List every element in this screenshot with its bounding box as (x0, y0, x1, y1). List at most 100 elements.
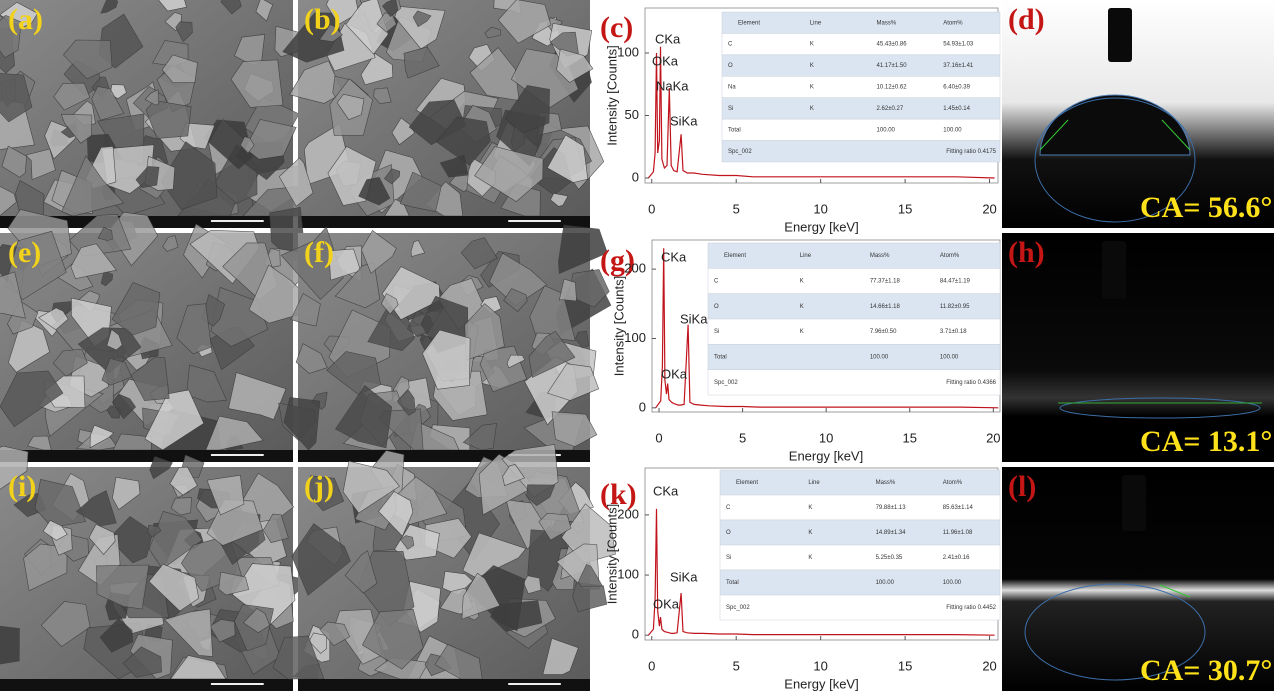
table-cell: 45.43±0.86 (877, 42, 908, 48)
sem-grain (272, 635, 325, 680)
sem-grain (295, 343, 328, 374)
table-cell: K (810, 63, 814, 69)
sem-grain (218, 571, 250, 596)
table-cell: Spc_002 (714, 380, 738, 386)
peak-label: CKa (661, 249, 687, 264)
panel-label: (j) (304, 470, 334, 503)
table-cell: K (800, 304, 804, 310)
table-cell: Total (726, 580, 739, 586)
sem-grain (523, 575, 542, 595)
sem-grain (290, 293, 321, 327)
table-cell: Spc_002 (726, 605, 750, 611)
sem-grain (528, 330, 576, 378)
x-tick-label: 10 (813, 201, 827, 216)
sem-grain (361, 608, 424, 670)
sem-grain (382, 0, 399, 18)
x-tick-label: 0 (655, 430, 662, 445)
sem-grain (550, 192, 569, 207)
table-cell: 77.37±1.18 (870, 279, 901, 285)
contact-angle-image: CA= 30.7° (1002, 467, 1274, 691)
table-row (719, 469, 1001, 496)
sem-grain (0, 186, 17, 217)
sem-grain (91, 86, 125, 121)
table-cell: 10.12±0.62 (877, 85, 908, 91)
x-tick-label: 20 (982, 658, 996, 673)
x-tick-label: 15 (898, 658, 912, 673)
droplet-outline (1059, 397, 1261, 419)
sem-image (0, 206, 320, 462)
y-tick-label: 100 (617, 566, 639, 581)
sem-grain (262, 513, 289, 543)
x-axis-label: Energy [keV] (789, 448, 863, 463)
sem-grain (319, 621, 351, 647)
x-tick-label: 0 (648, 658, 655, 673)
table-cell: 79.88±1.13 (876, 505, 907, 511)
table-cell: Si (728, 106, 733, 112)
table-cell: 2.62±0.27 (877, 106, 904, 112)
sem-grain (461, 572, 501, 620)
table-row (719, 594, 1001, 621)
table-cell: 14.66±1.18 (870, 304, 901, 310)
sem-grain (484, 26, 502, 39)
sem-grain (170, 497, 192, 516)
peak-label: OKa (653, 596, 680, 611)
sem-grain (403, 46, 440, 79)
sem-grain (122, 646, 162, 678)
peak-label: SiKa (670, 113, 698, 128)
panel-label: (h) (1008, 236, 1045, 269)
peak-label: OKa (652, 53, 679, 68)
sem-grain (1, 145, 27, 178)
contact-angle-image: CA= 56.6° (1002, 0, 1274, 228)
x-tick-label: 15 (903, 430, 917, 445)
scale-bar (210, 683, 264, 685)
sem-image (278, 0, 605, 228)
table-row (719, 544, 1001, 571)
panel-label: (l) (1008, 470, 1036, 503)
sem-grain (572, 582, 608, 613)
sem-info-bar (298, 216, 590, 228)
sem-grain (503, 288, 528, 313)
sem-grain (8, 319, 51, 373)
peak-label: NaKa (656, 78, 689, 93)
table-cell: 1.45±0.14 (943, 106, 970, 112)
sem-grain (334, 608, 383, 665)
tangent (1161, 119, 1191, 151)
sem-grain (283, 397, 321, 451)
needle (1122, 475, 1146, 531)
table-cell: O (726, 530, 731, 536)
table-cell: K (810, 106, 814, 112)
sem-grain (345, 0, 389, 55)
peak-label: SiKa (680, 311, 708, 326)
contact-angle-value: CA= 13.1° (1140, 425, 1272, 458)
table-header: Element (738, 20, 760, 26)
sem-grain (161, 54, 198, 83)
sem-grain (25, 148, 56, 181)
sem-grain (558, 224, 608, 274)
table-row (721, 140, 1001, 163)
table-cell: 5.25±0.35 (876, 555, 903, 561)
sem-grain (160, 141, 218, 211)
panel-label: (e) (8, 236, 41, 269)
table-cell: 6.40±0.39 (943, 85, 970, 91)
sem-grain (101, 357, 133, 386)
sem-grain (100, 0, 119, 14)
sem-grain (504, 85, 550, 134)
sem-grain (396, 389, 416, 416)
sem-grain (70, 243, 117, 280)
sem-grain (205, 415, 264, 451)
table-cell: 41.17±1.50 (877, 63, 908, 69)
sem-grain (376, 12, 397, 33)
table-row (707, 318, 1001, 345)
y-tick-label: 0 (639, 399, 646, 414)
panel-label: (g) (600, 244, 635, 277)
peak-label: SiKa (670, 569, 698, 584)
table-cell: 85.63±1.14 (943, 505, 974, 511)
table-cell: 100.00 (943, 580, 962, 586)
y-tick-label: 100 (624, 330, 646, 345)
sem-grain (62, 39, 113, 80)
sem-grain (577, 564, 604, 587)
sem-grain (176, 303, 212, 355)
table-cell: 11.96±1.08 (943, 530, 973, 536)
peak-label: CKa (653, 483, 679, 498)
sem-grain (551, 411, 598, 447)
